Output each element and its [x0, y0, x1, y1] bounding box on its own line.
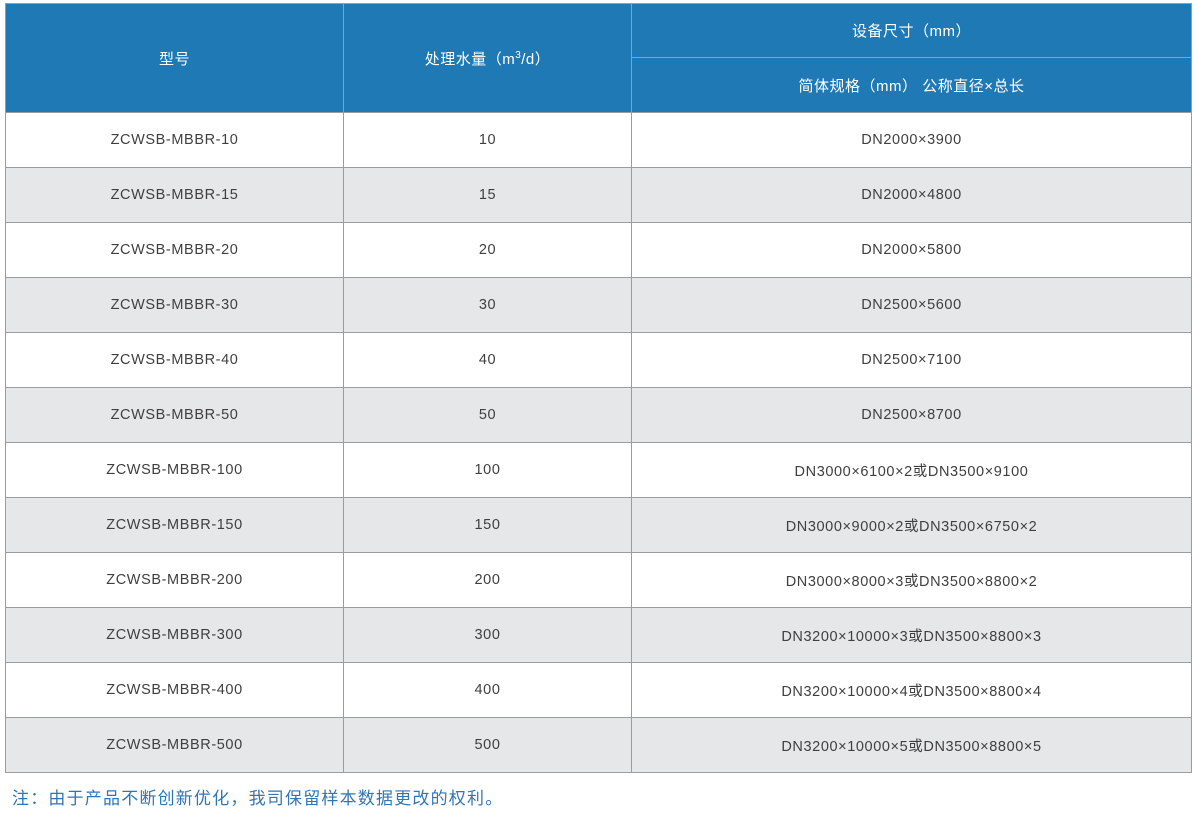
cell-dimension: DN2500×8700	[631, 387, 1192, 443]
table-row: ZCWSB-MBBR-150 150 DN3000×9000×2或DN3500×67…	[5, 497, 1192, 553]
cell-model: ZCWSB-MBBR-10	[5, 112, 344, 168]
table-row: ZCWSB-MBBR-10 10 DN2000×3900	[5, 112, 1192, 168]
column-header-flow: 处理水量（m3/d）	[343, 3, 632, 113]
column-header-flow-prefix: 处理水量（m	[424, 50, 516, 68]
cell-model: ZCWSB-MBBR-500	[5, 717, 344, 773]
cell-flow: 40	[343, 332, 632, 388]
cell-model: ZCWSB-MBBR-400	[5, 662, 344, 718]
cell-dimension: DN2000×4800	[631, 167, 1192, 223]
table-row: ZCWSB-MBBR-30 30 DN2500×5600	[5, 277, 1192, 333]
cell-flow: 10	[343, 112, 632, 168]
column-header-dimension-group: 设备尺寸（mm）	[631, 3, 1192, 58]
cell-model: ZCWSB-MBBR-30	[5, 277, 344, 333]
cell-dimension: DN3200×10000×5或DN3500×8800×5	[631, 717, 1192, 773]
cell-dimension: DN3000×6100×2或DN3500×9100	[631, 442, 1192, 498]
cell-model: ZCWSB-MBBR-15	[5, 167, 344, 223]
column-header-flow-suffix: /d）	[521, 50, 551, 68]
cell-model: ZCWSB-MBBR-150	[5, 497, 344, 553]
table-header: 型号 处理水量（m3/d） 设备尺寸（mm） 简体规格（mm） 公称直径×总长	[5, 3, 1192, 113]
column-header-dimension-sub: 简体规格（mm） 公称直径×总长	[631, 57, 1192, 113]
cell-dimension: DN2000×5800	[631, 222, 1192, 278]
table-row: ZCWSB-MBBR-200 200 DN3000×8000×3或DN3500×88…	[5, 552, 1192, 608]
cell-model: ZCWSB-MBBR-300	[5, 607, 344, 663]
cell-dimension: DN2000×3900	[631, 112, 1192, 168]
cell-flow: 500	[343, 717, 632, 773]
cell-flow: 30	[343, 277, 632, 333]
equipment-spec-table: 型号 处理水量（m3/d） 设备尺寸（mm） 简体规格（mm） 公称直径×总长 …	[5, 3, 1192, 773]
cell-model: ZCWSB-MBBR-200	[5, 552, 344, 608]
cell-dimension: DN3200×10000×4或DN3500×8800×4	[631, 662, 1192, 718]
cell-flow: 15	[343, 167, 632, 223]
cell-dimension: DN2500×7100	[631, 332, 1192, 388]
cell-dimension: DN3000×8000×3或DN3500×8800×2	[631, 552, 1192, 608]
cell-model: ZCWSB-MBBR-40	[5, 332, 344, 388]
table-body: ZCWSB-MBBR-10 10 DN2000×3900 ZCWSB-MBBR-15 1…	[5, 112, 1192, 773]
table-row: ZCWSB-MBBR-100 100 DN3000×6100×2或DN3500×91…	[5, 442, 1192, 498]
cell-dimension: DN3200×10000×3或DN3500×8800×3	[631, 607, 1192, 663]
header-row-primary: 型号 处理水量（m3/d） 设备尺寸（mm）	[5, 3, 1192, 113]
table-row: ZCWSB-MBBR-300 300 DN3200×10000×3或DN3500×8…	[5, 607, 1192, 663]
table-row: ZCWSB-MBBR-40 40 DN2500×7100	[5, 332, 1192, 388]
cell-flow: 300	[343, 607, 632, 663]
cell-dimension: DN3000×9000×2或DN3500×6750×2	[631, 497, 1192, 553]
table-row: ZCWSB-MBBR-50 50 DN2500×8700	[5, 387, 1192, 443]
cell-flow: 100	[343, 442, 632, 498]
header-row-secondary: 简体规格（mm） 公称直径×总长	[6, 57, 1192, 113]
cell-model: ZCWSB-MBBR-50	[5, 387, 344, 443]
cell-model: ZCWSB-MBBR-100	[5, 442, 344, 498]
column-header-model: 型号	[5, 3, 344, 113]
table-row: ZCWSB-MBBR-400 400 DN3200×10000×4或DN3500×8…	[5, 662, 1192, 718]
cell-flow: 150	[343, 497, 632, 553]
table-row: ZCWSB-MBBR-500 500 DN3200×10000×5或DN3500×8…	[5, 717, 1192, 773]
cell-flow: 200	[343, 552, 632, 608]
cell-flow: 50	[343, 387, 632, 443]
column-header-flow-superscript: 3	[515, 49, 522, 61]
table-row: ZCWSB-MBBR-15 15 DN2000×4800	[5, 167, 1192, 223]
cell-flow: 400	[343, 662, 632, 718]
table-row: ZCWSB-MBBR-20 20 DN2000×5800	[5, 222, 1192, 278]
cell-dimension: DN2500×5600	[631, 277, 1192, 333]
table-footnote: 注：由于产品不断创新优化，我司保留样本数据更改的权利。	[12, 789, 504, 808]
cell-flow: 20	[343, 222, 632, 278]
cell-model: ZCWSB-MBBR-20	[5, 222, 344, 278]
